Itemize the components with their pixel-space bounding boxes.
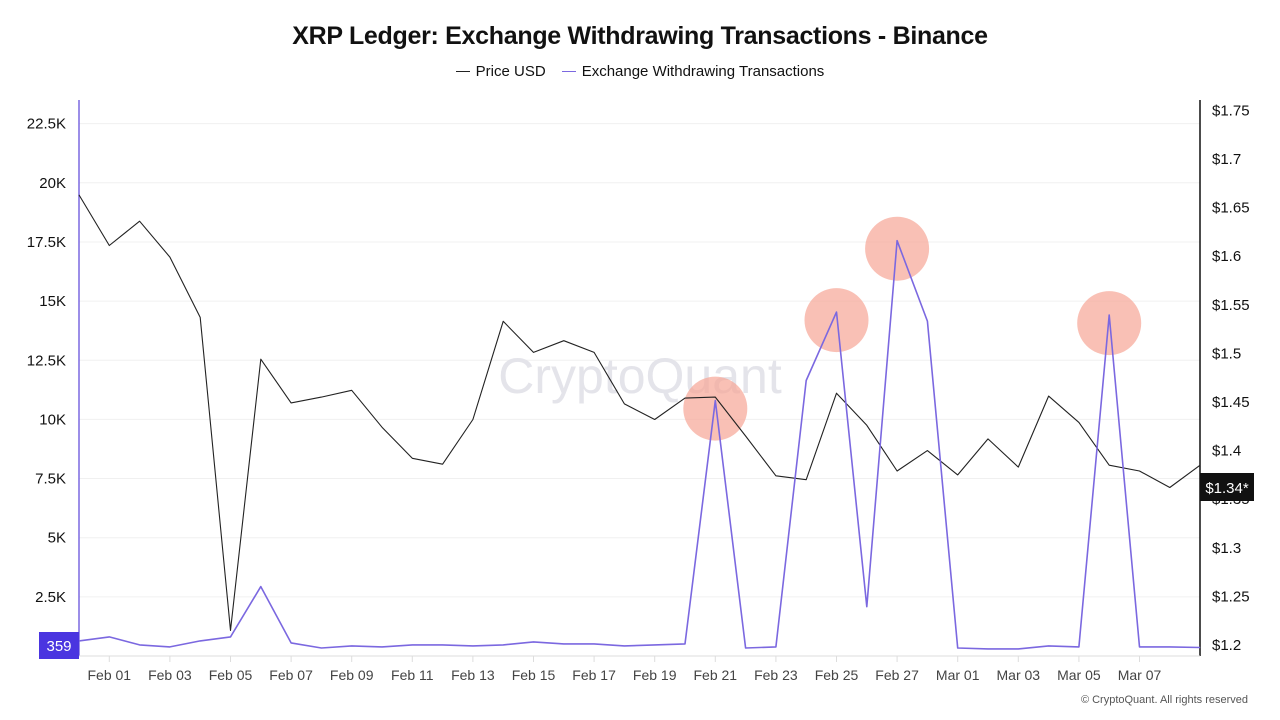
- right-tick-label: $1.5: [1212, 345, 1241, 362]
- x-tick-label: Mar 07: [1118, 667, 1162, 683]
- right-tick-label: $1.6: [1212, 248, 1241, 265]
- x-tick-label: Feb 17: [572, 667, 616, 683]
- price-line: [78, 194, 1201, 631]
- right-tick-label: $1.25: [1212, 588, 1250, 605]
- right-tick-label: $1.75: [1212, 102, 1250, 119]
- legend-item-transactions[interactable]: Exchange Withdrawing Transactions: [561, 63, 825, 80]
- right-tick-label: $1.55: [1212, 297, 1250, 314]
- current-transactions-badge: [39, 632, 79, 659]
- right-tick-label: $1.45: [1212, 394, 1250, 411]
- left-tick-label: 7.5K: [35, 471, 66, 488]
- x-tick-label: Mar 05: [1057, 667, 1101, 683]
- right-tick-label: $1.65: [1212, 200, 1250, 217]
- left-tick-label: 12.5K: [27, 352, 66, 369]
- left-tick-label: 5K: [48, 530, 66, 547]
- highlight-circle: [683, 376, 748, 441]
- left-tick-label: 15K: [39, 293, 66, 310]
- legend-swatch-transactions: [561, 70, 576, 73]
- x-tick-label: Feb 09: [330, 667, 374, 683]
- legend-label-price: Price USD: [475, 63, 546, 80]
- right-tick-label: $1.2: [1212, 637, 1241, 654]
- x-tick-label: Feb 07: [269, 667, 313, 683]
- x-tick-label: Feb 01: [88, 667, 132, 683]
- highlight-circle: [804, 288, 869, 353]
- legend-item-price[interactable]: Price USD: [455, 63, 546, 80]
- x-tick-label: Feb 05: [209, 667, 253, 683]
- left-tick-label: 22.5K: [27, 116, 66, 133]
- left-tick-label: 17.5K: [27, 234, 66, 251]
- right-tick-label: $1.7: [1212, 151, 1241, 168]
- x-tick-label: Mar 01: [936, 667, 980, 683]
- x-tick-label: Feb 19: [633, 667, 677, 683]
- chart-title: XRP Ledger: Exchange Withdrawing Transac…: [292, 22, 988, 50]
- copyright: © CryptoQuant. All rights reserved: [1080, 694, 1248, 706]
- right-tick-label: $1.3: [1212, 540, 1241, 557]
- left-tick-label: 10K: [39, 411, 66, 428]
- x-tick-label: Feb 13: [451, 667, 495, 683]
- x-tick-label: Feb 15: [512, 667, 556, 683]
- legend-swatch-price: [455, 70, 470, 73]
- legend: Price USD Exchange Withdrawing Transacti…: [0, 63, 1280, 80]
- legend-label-transactions: Exchange Withdrawing Transactions: [581, 63, 825, 80]
- current-price-badge: [1200, 473, 1254, 501]
- x-tick-label: Feb 23: [754, 667, 798, 683]
- x-tick-label: Feb 27: [875, 667, 919, 683]
- right-tick-label: $1.4: [1212, 443, 1241, 460]
- x-tick-label: Mar 03: [997, 667, 1041, 683]
- current-transactions-label: 359: [46, 638, 71, 655]
- x-tick-label: Feb 11: [391, 667, 434, 683]
- current-price-label: $1.34*: [1205, 480, 1249, 497]
- x-tick-label: Feb 03: [148, 667, 192, 683]
- left-tick-label: 2.5K: [35, 589, 66, 606]
- transactions-line: [78, 239, 1201, 650]
- x-tick-label: Feb 21: [694, 667, 738, 683]
- x-tick-label: Feb 25: [815, 667, 859, 683]
- left-tick-label: 20K: [39, 175, 66, 192]
